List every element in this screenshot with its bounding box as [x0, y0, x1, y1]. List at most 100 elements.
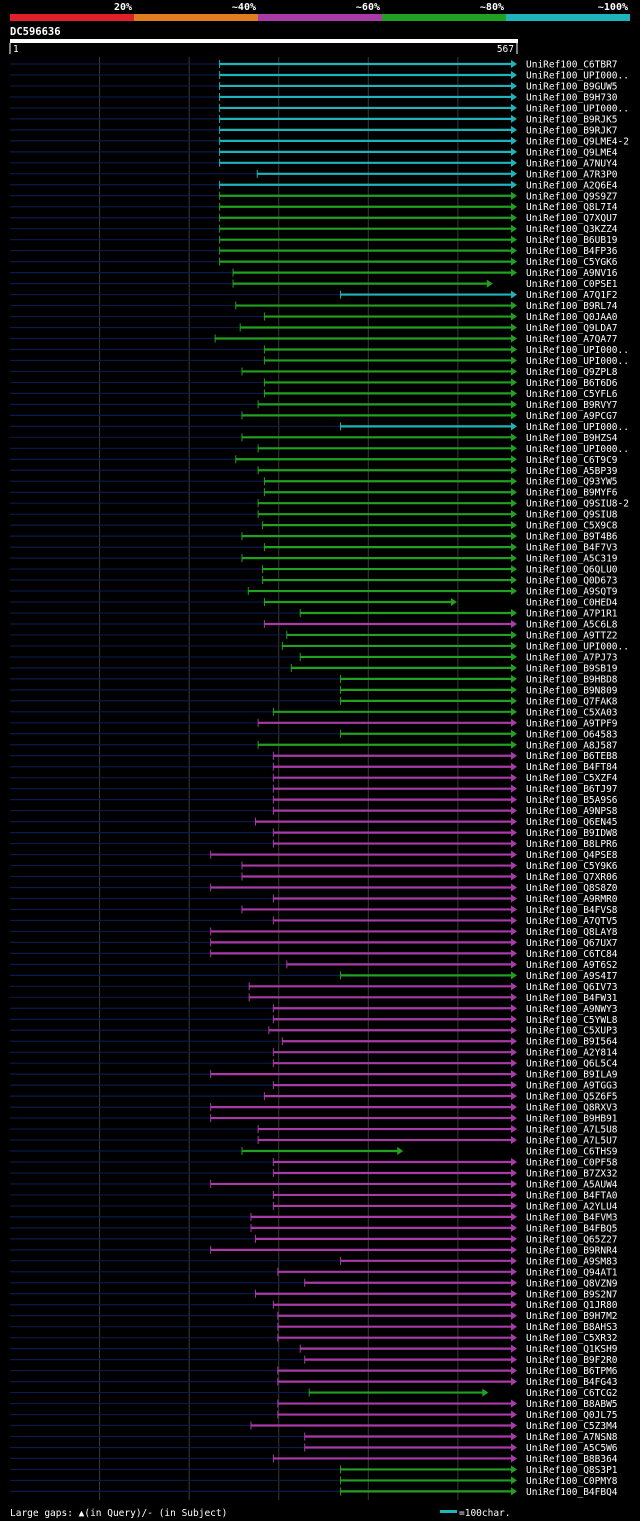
hit-arrow [511, 1355, 517, 1364]
hit-label: UniRef100_C0PF58 [526, 1158, 618, 1169]
hit-label: UniRef100_B4FVM3 [526, 1212, 618, 1223]
hit-label: UniRef100_A7P1R1 [526, 609, 618, 620]
hit-row: UniRef100_B9F2R0 [10, 1355, 618, 1366]
hit-arrow [511, 169, 517, 178]
hit-label: UniRef100_C6T9C9 [526, 455, 618, 466]
hit-label: UniRef100_B6TEB8 [526, 751, 618, 762]
hit-arrow [511, 389, 517, 398]
hit-row: UniRef100_Q8S8Z0 [10, 883, 618, 894]
hit-row: UniRef100_C5XZF4 [10, 773, 618, 784]
hit-label: UniRef100_Q7FAK8 [526, 696, 618, 707]
hit-arrow [511, 1059, 517, 1068]
hit-arrow [511, 971, 517, 980]
hit-label: UniRef100_B4FG43 [526, 1377, 618, 1388]
hit-row: UniRef100_Q9S9Z7 [10, 191, 618, 202]
hit-arrow [511, 554, 517, 563]
hit-arrow [511, 1158, 517, 1166]
hit-row: UniRef100_Q93YW5 [10, 477, 618, 488]
hit-label: UniRef100_A5C6L8 [526, 619, 618, 630]
hit-row: UniRef100_B8B364 [10, 1454, 618, 1465]
hit-arrow [511, 1454, 517, 1463]
hit-row: UniRef100_A5C5W6 [10, 1443, 618, 1454]
scale-segment [10, 14, 134, 21]
hit-arrow [511, 136, 517, 145]
hit-arrow [511, 1004, 517, 1013]
hit-label: UniRef100_UPI000.. [526, 641, 629, 652]
hit-row: UniRef100_UPI000.. [10, 103, 629, 114]
hit-arrow [511, 696, 517, 705]
hit-row: UniRef100_B9T4B6 [10, 532, 618, 543]
hit-label: UniRef100_Q6EN45 [526, 817, 618, 828]
hit-row: UniRef100_C5X9C8 [10, 521, 618, 532]
hit-label: UniRef100_Q3KZZ4 [526, 224, 618, 235]
hit-row: UniRef100_B4FBQ5 [10, 1223, 618, 1234]
hit-row: UniRef100_B4FBQ4 [10, 1487, 618, 1498]
hit-row: UniRef100_A9TGG3 [10, 1081, 618, 1092]
hit-row: UniRef100_A9TPF9 [10, 718, 618, 729]
hit-label: UniRef100_Q8L7I4 [526, 202, 618, 213]
hit-row: UniRef100_UPI000.. [10, 422, 629, 433]
hit-label: UniRef100_B9F2R0 [526, 1355, 618, 1366]
axis-end-label: 567 [497, 44, 514, 55]
hit-row: UniRef100_B9HBD8 [10, 674, 618, 685]
hit-arrow [511, 609, 517, 617]
hit-arrow [511, 1399, 517, 1408]
hit-label: UniRef100_A9S4I7 [526, 971, 618, 982]
hit-row: UniRef100_B9RJK7 [10, 125, 618, 136]
hit-row: UniRef100_C0PMY8 [10, 1476, 618, 1487]
hit-arrow [511, 312, 517, 321]
scale-label: ~60% [356, 2, 380, 13]
hit-label: UniRef100_A8J587 [526, 740, 618, 751]
scale-segment [382, 14, 506, 21]
hit-row: UniRef100_B9H7M2 [10, 1311, 618, 1322]
hit-row: UniRef100_B4FT84 [10, 762, 618, 773]
hit-row: UniRef100_C0PSE1 [10, 279, 618, 290]
hit-row: UniRef100_Q8LAY8 [10, 927, 618, 938]
scale-label: 20% [114, 2, 132, 13]
hit-label: UniRef100_Q6IV73 [526, 982, 618, 993]
hit-label: UniRef100_Q0JAA0 [526, 312, 618, 323]
hit-label: UniRef100_Q8LAY8 [526, 927, 618, 938]
hit-arrow [511, 1026, 517, 1035]
hit-label: UniRef100_B6T6D6 [526, 378, 618, 389]
hit-arrow [511, 422, 517, 431]
hit-row: UniRef100_A9RMR0 [10, 894, 618, 905]
hit-label: UniRef100_C0PMY8 [526, 1476, 618, 1487]
hit-label: UniRef100_B4FBQ5 [526, 1223, 618, 1234]
hit-label: UniRef100_O64583 [526, 729, 618, 740]
hit-row: UniRef100_A7L5U8 [10, 1125, 618, 1136]
hit-row: UniRef100_C0PF58 [10, 1158, 618, 1169]
hit-row: UniRef100_Q6EN45 [10, 817, 618, 828]
hit-row: UniRef100_C6TBR7 [10, 60, 618, 71]
hit-arrow [511, 1465, 517, 1474]
hit-row: UniRef100_UPI000.. [10, 356, 629, 367]
hit-label: UniRef100_Q0JL75 [526, 1410, 618, 1421]
hit-label: UniRef100_UPI000.. [526, 70, 629, 81]
hit-label: UniRef100_Q8S3P1 [526, 1465, 618, 1476]
hit-arrow [511, 1443, 517, 1452]
hit-label: UniRef100_Q9ZPL8 [526, 367, 618, 378]
hit-arrow [511, 1179, 517, 1188]
hit-label: UniRef100_A7NSN8 [526, 1432, 618, 1443]
hit-row: UniRef100_Q9SIU8 [10, 510, 618, 521]
hit-row: UniRef100_Q0JAA0 [10, 312, 618, 323]
hit-arrow [511, 1432, 517, 1441]
hit-row: UniRef100_A5AUW4 [10, 1179, 618, 1190]
hit-row: UniRef100_C5Y9K6 [10, 861, 618, 872]
hit-row: UniRef100_Q7XQU7 [10, 213, 618, 224]
hit-row: UniRef100_Q6IV73 [10, 982, 618, 993]
hit-arrow [511, 1476, 517, 1485]
hit-row: UniRef100_Q6L5C4 [10, 1059, 618, 1070]
hit-row: UniRef100_B6TEB8 [10, 751, 618, 762]
hit-label: UniRef100_UPI000.. [526, 444, 629, 455]
hit-label: UniRef100_B6TPM6 [526, 1366, 618, 1377]
hit-row: UniRef100_B4F7V3 [10, 543, 618, 554]
hit-label: UniRef100_C6THS9 [526, 1147, 618, 1158]
hit-label: UniRef100_C5XR32 [526, 1333, 618, 1344]
hit-arrow [511, 1125, 517, 1134]
hit-row: UniRef100_B4FW31 [10, 993, 618, 1004]
hit-label: UniRef100_Q8S8Z0 [526, 883, 618, 894]
hit-label: UniRef100_B4FT84 [526, 762, 618, 773]
hit-label: UniRef100_Q6QLU0 [526, 565, 618, 576]
hit-arrow [511, 1201, 517, 1210]
